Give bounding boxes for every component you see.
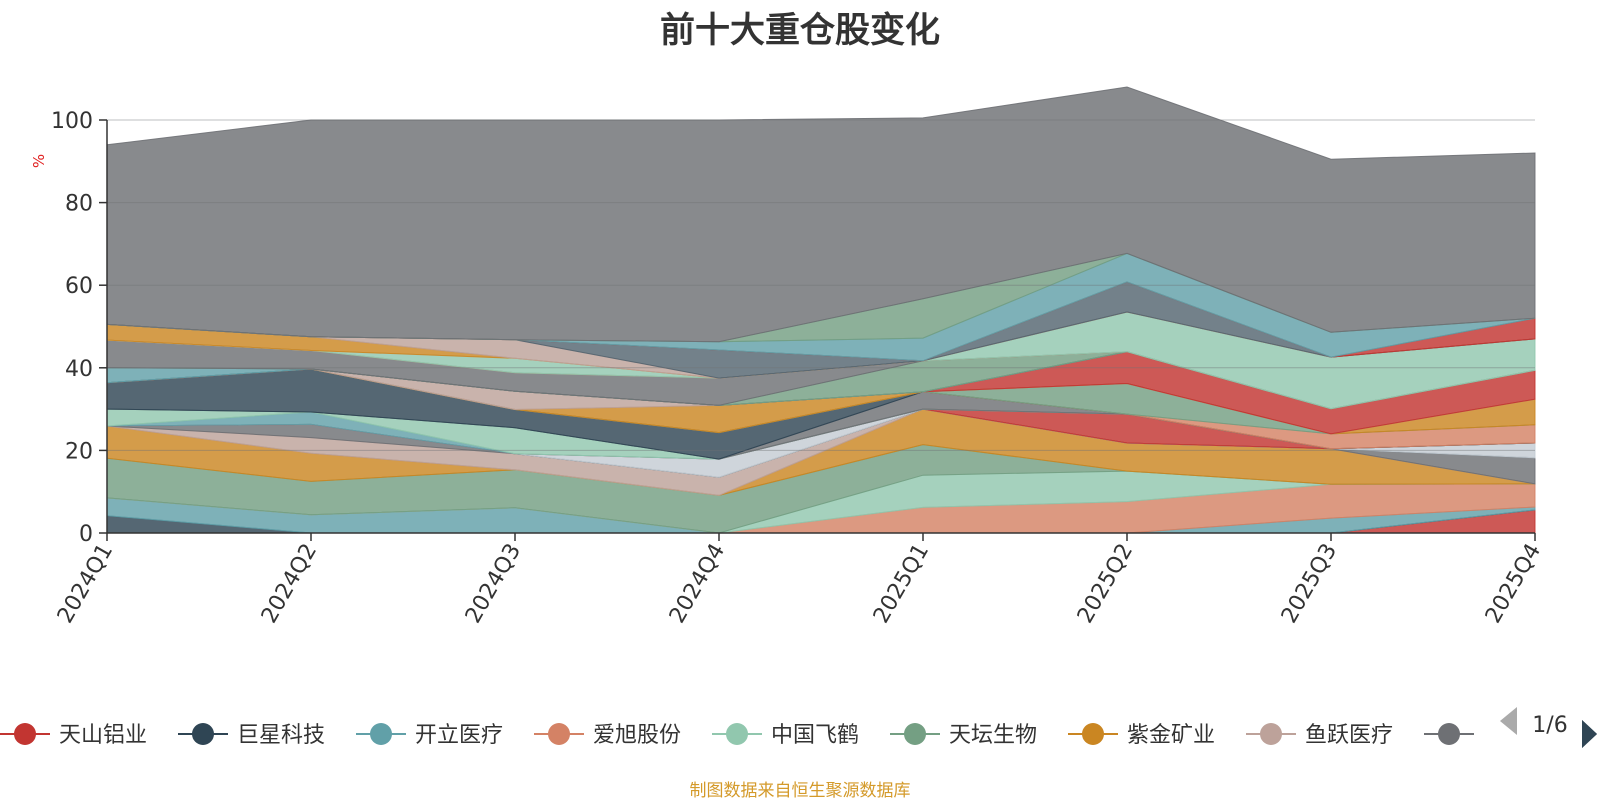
y-tick-label: 80 xyxy=(65,192,93,217)
y-tick-label: 40 xyxy=(65,357,93,382)
legend-item[interactable]: 开立医疗 xyxy=(356,723,503,748)
y-tick-label: 60 xyxy=(65,274,93,299)
y-axis: % 0 20 40 60 80 100 xyxy=(30,109,108,547)
x-tick-label: 2025Q4 xyxy=(1481,540,1546,628)
legend-label: 中国飞鹤 xyxy=(771,723,859,748)
legend-next-page-arrow[interactable] xyxy=(1582,720,1597,748)
legend: 天山铝业 巨星科技 开立医疗 爱旭股份 中国飞鹤 天坛生物 紫金矿业 鱼跃医疗 王 xyxy=(0,723,1505,748)
legend-marker-icon xyxy=(370,723,392,745)
gridlines xyxy=(107,119,1535,451)
legend-marker-icon xyxy=(192,723,214,745)
x-tick-label: 2025Q1 xyxy=(869,540,934,628)
x-tick-label: 2025Q3 xyxy=(1277,540,1342,628)
y-tick-label: 20 xyxy=(65,439,93,464)
legend-item[interactable]: 爱旭股份 xyxy=(534,723,681,748)
y-tick-label: 0 xyxy=(79,522,93,547)
x-tick-label: 2024Q4 xyxy=(665,540,730,628)
legend-label: 王 xyxy=(1483,723,1505,748)
legend-item[interactable]: 中国飞鹤 xyxy=(712,723,859,748)
legend-label: 天山铝业 xyxy=(59,723,147,748)
footer-source-note: 制图数据来自恒生聚源数据库 xyxy=(689,781,911,801)
legend-label: 紫金矿业 xyxy=(1127,723,1215,748)
legend-marker-icon xyxy=(1438,723,1460,745)
legend-item[interactable]: 鱼跃医疗 xyxy=(1246,723,1393,748)
legend-page-indicator: 1/6 xyxy=(1532,713,1567,738)
legend-marker-icon xyxy=(726,723,748,745)
x-tick-label: 2024Q3 xyxy=(461,540,526,628)
legend-label: 天坛生物 xyxy=(949,723,1037,748)
legend-item[interactable]: 王 xyxy=(1424,723,1505,748)
legend-item[interactable]: 天山铝业 xyxy=(0,723,147,748)
legend-marker-icon xyxy=(548,723,570,745)
series-areas xyxy=(106,86,1536,534)
y-axis-label: % xyxy=(30,154,48,168)
area-series-35 xyxy=(106,86,1536,343)
legend-item[interactable]: 天坛生物 xyxy=(890,723,1037,748)
x-tick-label: 2025Q2 xyxy=(1073,540,1138,628)
x-tick-label: 2024Q2 xyxy=(257,540,322,628)
legend-item[interactable]: 紫金矿业 xyxy=(1068,723,1215,748)
legend-item[interactable]: 巨星科技 xyxy=(178,723,325,748)
legend-prev-page-icon[interactable] xyxy=(1500,707,1517,735)
x-tick-label: 2024Q1 xyxy=(53,540,118,628)
chart-title: 前十大重仓股变化 xyxy=(659,11,940,51)
legend-marker-icon xyxy=(14,723,36,745)
x-axis: 2024Q1 2024Q2 2024Q3 2024Q4 2025Q1 2025Q2 2025… xyxy=(53,532,1546,628)
legend-label: 巨星科技 xyxy=(237,723,325,748)
legend-label: 爱旭股份 xyxy=(593,723,681,748)
y-tick-label: 100 xyxy=(51,109,93,134)
legend-marker-icon xyxy=(904,723,926,745)
legend-pager: 1/6 xyxy=(1500,707,1597,748)
legend-label: 开立医疗 xyxy=(415,723,503,748)
legend-label: 鱼跃医疗 xyxy=(1305,723,1393,748)
legend-marker-icon xyxy=(1260,723,1282,745)
legend-marker-icon xyxy=(1082,723,1104,745)
